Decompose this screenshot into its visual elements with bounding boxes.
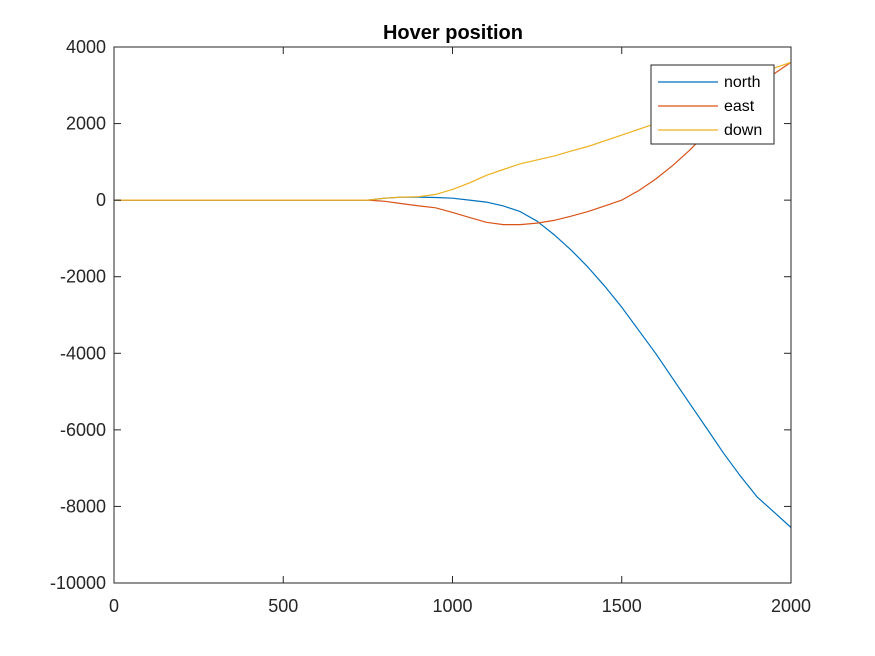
x-tick-label: 1500 (602, 596, 642, 616)
y-tick-label: -2000 (60, 267, 106, 287)
x-tick-label: 0 (109, 596, 119, 616)
x-tick-label: 500 (268, 596, 298, 616)
legend-box (650, 64, 775, 145)
legend-label-east: east (724, 98, 755, 115)
y-tick-label: -4000 (60, 343, 106, 363)
y-tick-label: 0 (96, 190, 106, 210)
x-tick-label: 2000 (771, 596, 811, 616)
y-tick-label: -8000 (60, 496, 106, 516)
x-axis: 0 500 1000 1500 2000 (109, 47, 811, 616)
y-tick-label: -6000 (60, 420, 106, 440)
legend: north east down (650, 64, 775, 145)
chart-title: Hover position (383, 22, 523, 44)
y-tick-label: -10000 (50, 573, 106, 593)
y-tick-label: 4000 (66, 37, 106, 57)
legend-label-north: north (724, 74, 760, 91)
legend-items: north east down (658, 74, 762, 139)
legend-label-down: down (724, 122, 762, 139)
x-tick-label: 1000 (432, 596, 472, 616)
y-tick-label: 2000 (66, 114, 106, 134)
y-axis: -10000 -8000 -6000 -4000 -2000 0 2000 4000 (50, 37, 791, 593)
